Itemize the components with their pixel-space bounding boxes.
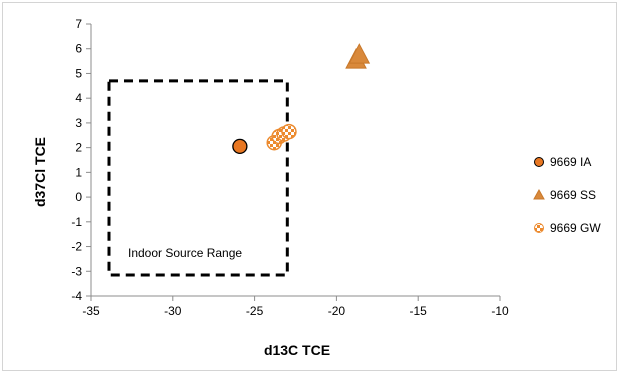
x-tick-label: -20 [328,304,346,318]
y-tick-label: 4 [75,91,82,105]
point-9669-ss [348,43,371,64]
y-tick-label: 2 [75,141,82,155]
y-tick-label: 6 [75,42,82,56]
annotations-layer: Indoor Source Range [107,79,289,277]
y-tick-label: -3 [71,264,82,278]
chart-frame [2,2,617,371]
y-tick-label: -4 [71,289,82,303]
legend-marker-9669-ia [534,157,544,167]
x-tick-label: -15 [410,304,428,318]
y-tick-label: 0 [75,190,82,204]
y-tick-label: 3 [75,116,82,130]
data-marks [232,43,371,155]
x-axis-title: d13C TCE [264,342,330,358]
legend: 9669 IA 9669 SS 9669 GW [533,155,601,235]
y-tick-label: -1 [71,215,82,229]
x-tick-label: -30 [164,304,182,318]
legend-marker-9669-gw [534,223,544,233]
y-tick-label: 5 [75,66,82,80]
y-tick-label: -2 [71,240,82,254]
point-9669-gw [281,123,297,140]
y-tick-label: 7 [75,17,82,31]
point-9669-ia [232,138,248,155]
x-tick-label: -35 [82,304,100,318]
indoor-source-range-box [107,79,289,277]
y-tick-label: 1 [75,165,82,179]
indoor-source-range-label: Indoor Source Range [128,246,242,260]
y-axis-title: d37Cl TCE [32,137,48,207]
legend-label-9669-ss: 9669 SS [550,188,596,202]
legend-marker-9669-ss [533,188,545,200]
legend-label-9669-ia: 9669 IA [550,155,591,169]
x-tick-label: -10 [491,304,509,318]
legend-label-9669-gw: 9669 GW [550,221,601,235]
x-tick-label: -25 [246,304,264,318]
